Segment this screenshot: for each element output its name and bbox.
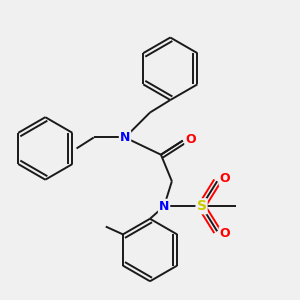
Text: N: N: [120, 131, 130, 144]
Text: S: S: [196, 199, 207, 213]
Text: O: O: [220, 172, 230, 185]
Text: N: N: [159, 200, 169, 213]
Text: O: O: [220, 227, 230, 240]
Text: O: O: [185, 134, 196, 146]
